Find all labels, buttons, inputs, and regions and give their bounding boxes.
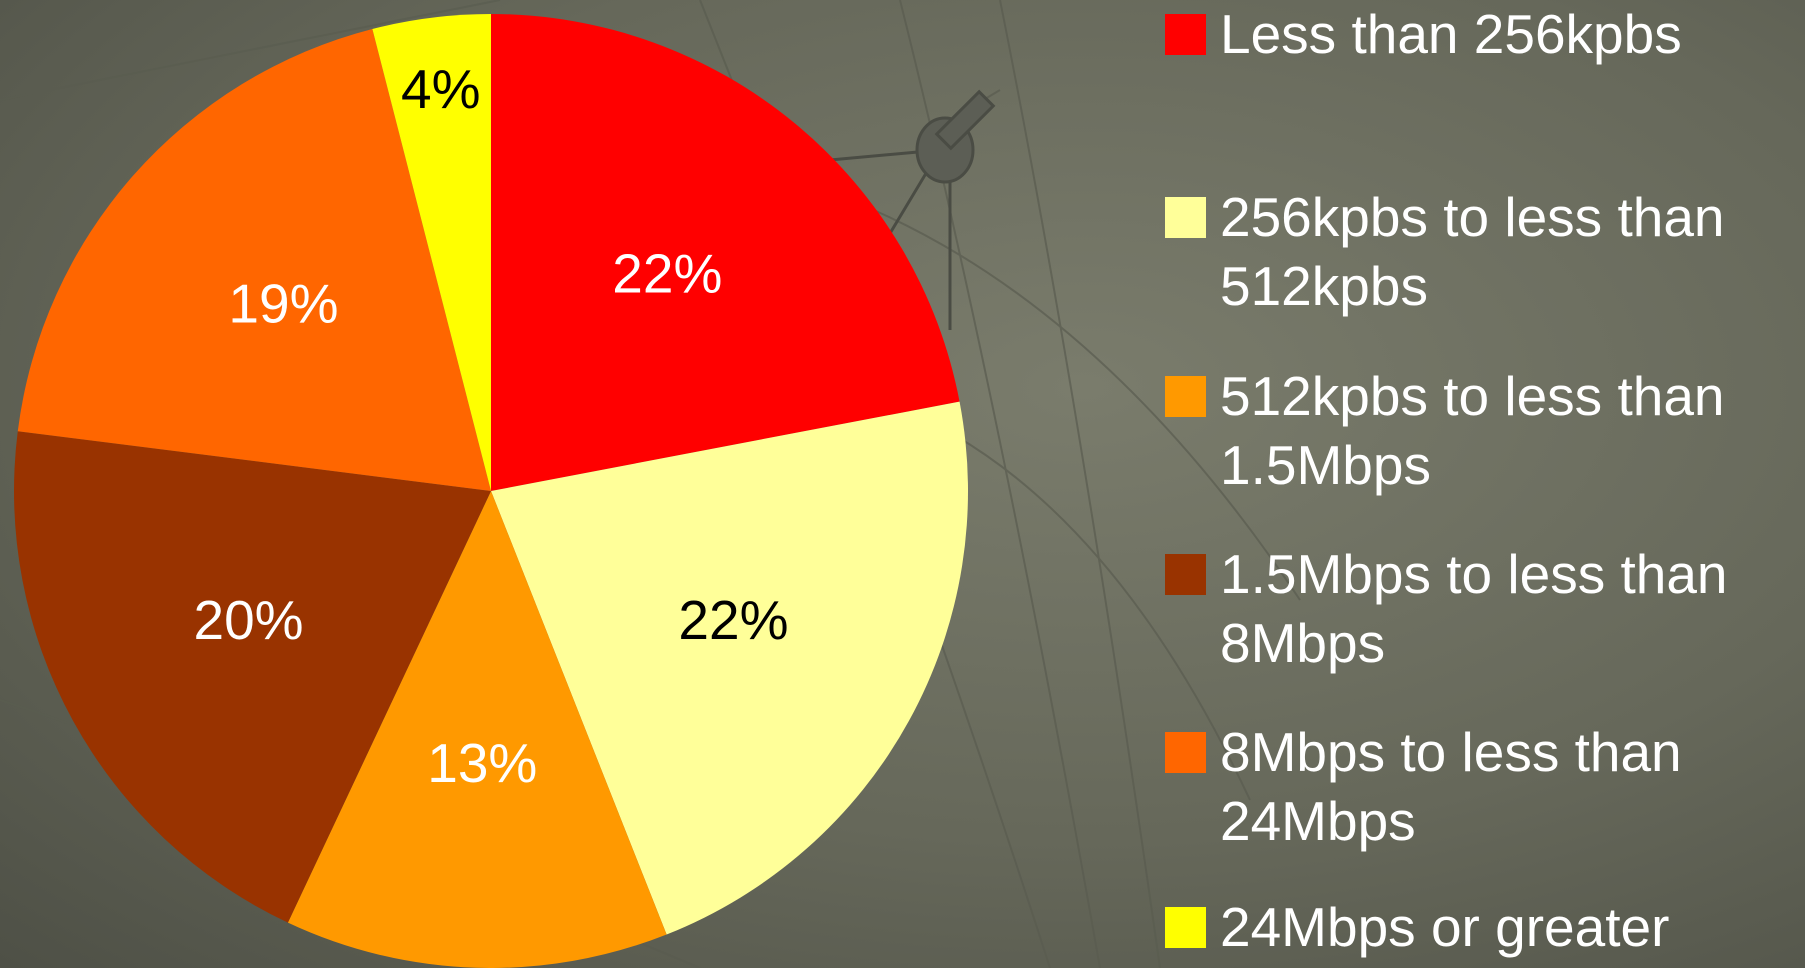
legend-label: 8Mbps to less than 24Mbps <box>1220 718 1800 856</box>
page: 22% 22% 13% 20% 19% 4% Less than 256kpbs 256kp… <box>0 0 1805 968</box>
legend-label: 1.5Mbps to less than 8Mbps <box>1220 540 1800 678</box>
legend-item: 512kpbs to less than 1.5Mbps <box>1165 362 1800 500</box>
legend-item: 24Mbps or greater <box>1165 893 1800 962</box>
legend-swatch <box>1165 907 1206 948</box>
legend-item: 1.5Mbps to less than 8Mbps <box>1165 540 1800 678</box>
legend-swatch <box>1165 732 1206 773</box>
legend-label: 512kpbs to less than 1.5Mbps <box>1220 362 1800 500</box>
legend-swatch <box>1165 376 1206 417</box>
slice-label: 4% <box>401 58 481 120</box>
legend-item: 8Mbps to less than 24Mbps <box>1165 718 1800 856</box>
legend-swatch <box>1165 14 1206 55</box>
legend-label: Less than 256kpbs <box>1220 0 1800 69</box>
legend-swatch <box>1165 554 1206 595</box>
legend-label: 256kpbs to less than 512kpbs <box>1220 183 1800 321</box>
legend-label: 24Mbps or greater <box>1220 893 1800 962</box>
slice-label: 13% <box>427 732 537 794</box>
legend-swatch <box>1165 197 1206 238</box>
slice-label: 22% <box>612 242 722 304</box>
legend-item: 256kpbs to less than 512kpbs <box>1165 183 1800 321</box>
pie: 22% 22% 13% 20% 19% 4% <box>14 14 968 968</box>
slice-label: 20% <box>194 589 304 651</box>
legend-item: Less than 256kpbs <box>1165 0 1800 69</box>
slice-label: 19% <box>228 273 338 335</box>
slice-label: 22% <box>678 589 788 651</box>
